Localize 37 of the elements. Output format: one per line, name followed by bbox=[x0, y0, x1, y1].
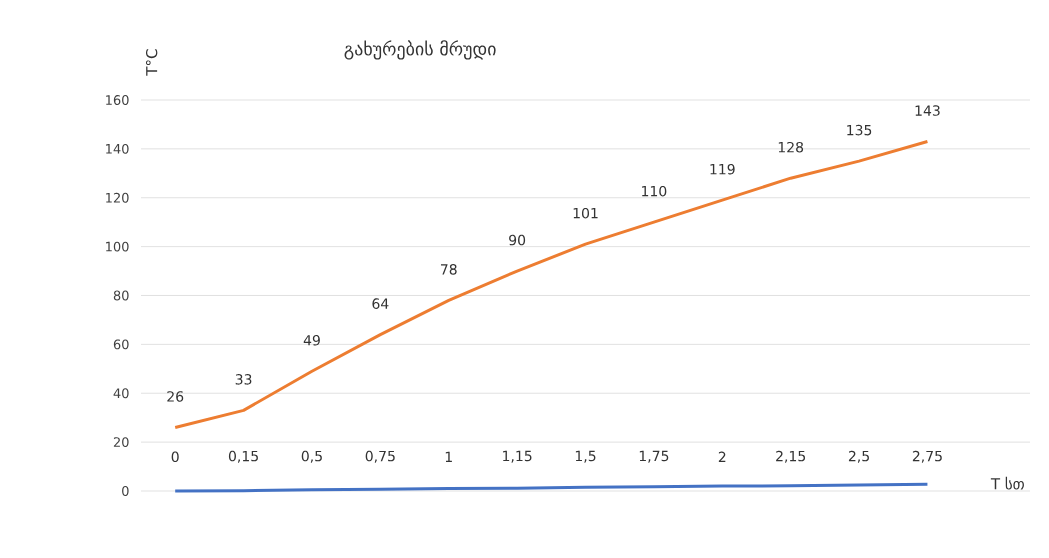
x-tick-label: 2,75 bbox=[912, 450, 942, 463]
x-tick-label: 0,75 bbox=[365, 450, 395, 463]
data-label: 135 bbox=[847, 124, 872, 136]
x-tick-label: 0 bbox=[171, 451, 179, 463]
data-label: 128 bbox=[778, 141, 804, 153]
data-label: 110 bbox=[642, 185, 667, 197]
x-tick-label: 0,15 bbox=[228, 450, 258, 463]
data-label: 119 bbox=[710, 163, 735, 175]
data-label: 49 bbox=[303, 334, 320, 346]
y-tick-label: 60 bbox=[113, 339, 129, 350]
y-tick-label: 0 bbox=[122, 486, 129, 496]
x-tick-label: 2,15 bbox=[776, 450, 806, 463]
x-tick-label: 1,15 bbox=[503, 450, 532, 463]
y-tick-label: 80 bbox=[113, 290, 129, 301]
chart-title: გახურების მრუდი bbox=[344, 40, 496, 60]
data-label: 101 bbox=[573, 207, 598, 219]
x-axis-title: T სთ bbox=[990, 476, 1024, 490]
data-label: 33 bbox=[235, 374, 252, 385]
data-label: 26 bbox=[167, 391, 184, 402]
line-series bbox=[173, 482, 929, 493]
y-tick-label: 140 bbox=[106, 143, 129, 154]
x-tick-label: 0,5 bbox=[301, 450, 322, 463]
y-tick-label: 160 bbox=[106, 95, 129, 105]
y-tick-label: 100 bbox=[106, 241, 129, 252]
data-label: 90 bbox=[509, 234, 526, 246]
y-tick-label: 120 bbox=[106, 192, 129, 203]
data-label: 64 bbox=[372, 298, 389, 309]
x-tick-label: 2,5 bbox=[848, 450, 869, 463]
x-tick-label: 2 bbox=[718, 451, 726, 462]
y-tick-label: 20 bbox=[113, 437, 129, 448]
x-tick-label: 1 bbox=[445, 451, 452, 462]
y-tick-label: 40 bbox=[113, 388, 129, 399]
x-tick-label: 1,5 bbox=[575, 450, 596, 463]
data-label: 78 bbox=[440, 264, 457, 275]
y-axis-title: T°C bbox=[145, 49, 158, 76]
data-label: 143 bbox=[915, 105, 940, 116]
x-tick-label: 1,75 bbox=[639, 450, 669, 463]
